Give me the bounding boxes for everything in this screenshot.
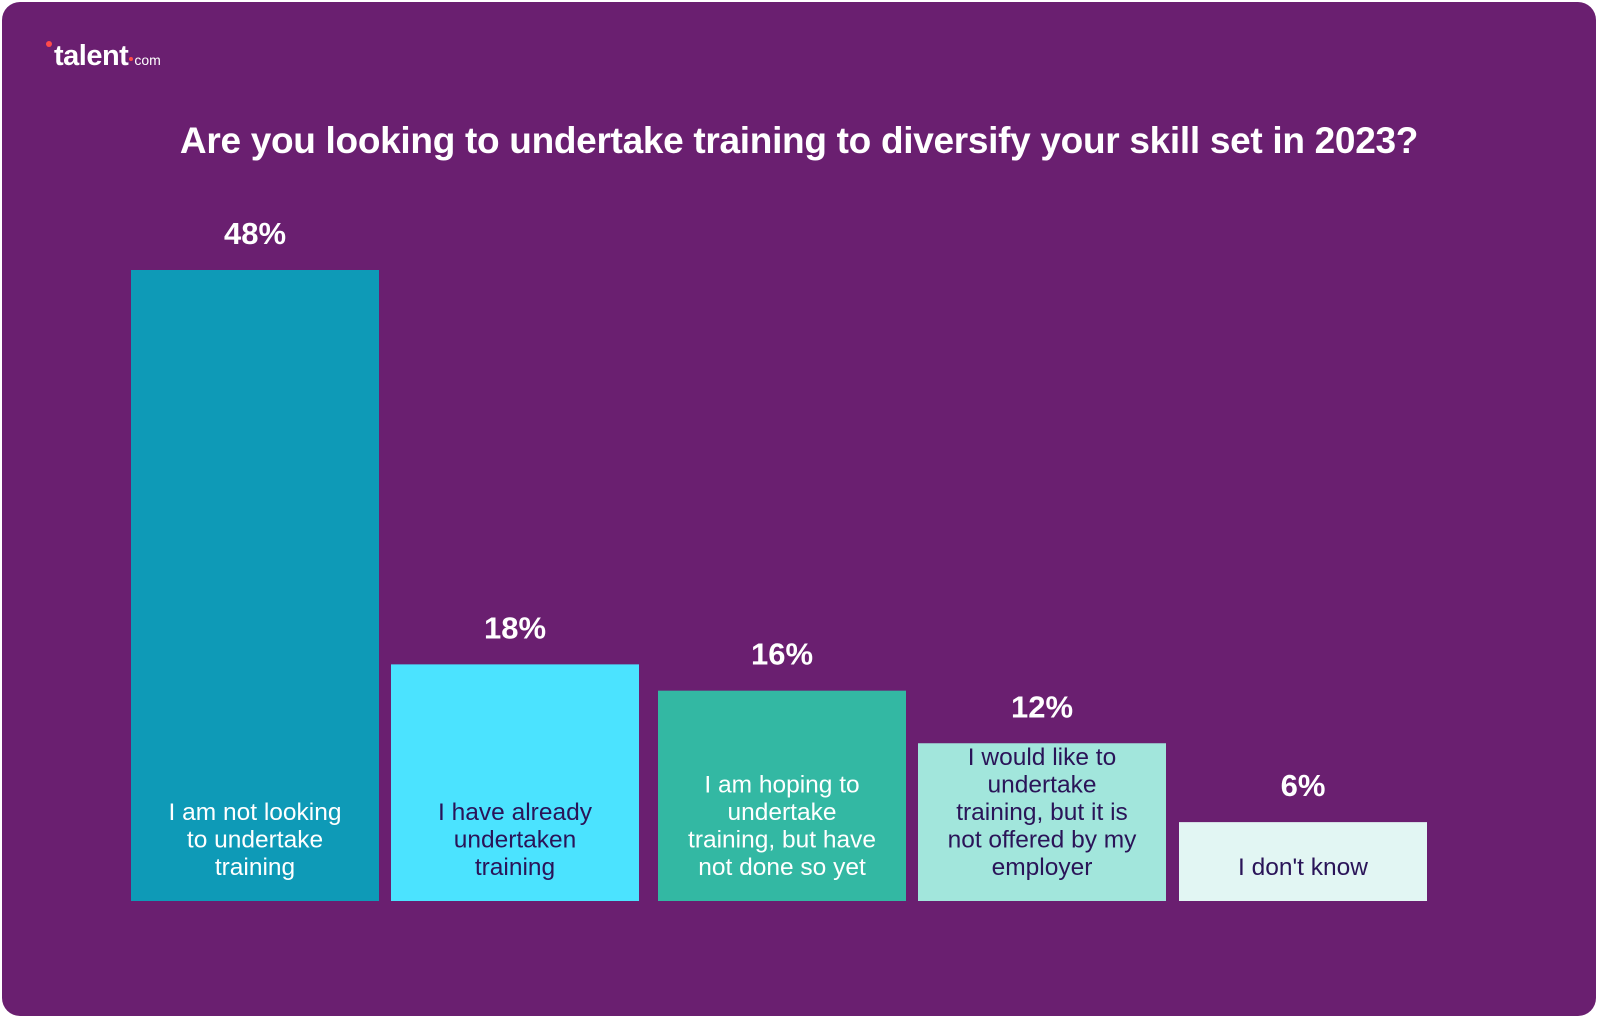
chart-title: Are you looking to undertake training to… — [179, 120, 1419, 161]
logo-dot-icon — [46, 41, 52, 47]
category-label-line: undertake — [988, 772, 1097, 799]
logo-dot-small-icon — [129, 57, 134, 61]
category-label-line: training, but it is — [956, 799, 1128, 826]
category-label-line: I am not looking — [169, 799, 342, 826]
bar-3 — [658, 690, 906, 901]
category-label-line: I have already — [438, 799, 593, 826]
value-label-5: 6% — [1281, 768, 1326, 803]
category-label-line: I would like to — [968, 744, 1116, 771]
logo-text: talent — [54, 40, 129, 72]
value-label-1: 48% — [224, 216, 286, 251]
category-label-line: training — [215, 854, 295, 881]
category-label-line: I don't know — [1238, 854, 1368, 881]
bar-2 — [391, 664, 639, 901]
category-label-line: not offered by my — [948, 827, 1138, 854]
category-label-3: I am hoping to undertake training, but hav… — [688, 772, 876, 882]
category-label-line: I am hoping to — [704, 772, 859, 799]
bar-4 — [918, 743, 1166, 901]
category-label-1: I am not looking to undertake training — [169, 799, 342, 881]
logo-tld: com — [134, 52, 161, 68]
bar-5 — [1179, 822, 1427, 901]
category-label-line: to undertake — [187, 827, 323, 854]
value-label-2: 18% — [484, 610, 546, 645]
category-label-5: I don't know — [1238, 854, 1368, 881]
category-label-line: training, but have — [688, 827, 876, 854]
category-label-line: employer — [992, 854, 1093, 881]
category-label-2: I have already undertaken training — [438, 799, 593, 881]
value-label-4: 12% — [1011, 689, 1073, 724]
talent-logo: talent com — [46, 40, 161, 80]
category-label-line: training — [475, 854, 555, 881]
value-label-3: 16% — [751, 637, 813, 672]
category-label-line: undertaken — [454, 827, 577, 854]
bar-1 — [131, 270, 379, 901]
category-label-line: undertake — [728, 799, 837, 826]
category-label-4: I would like to undertake training, but it… — [948, 744, 1138, 881]
category-label-line: not done so yet — [698, 854, 866, 881]
